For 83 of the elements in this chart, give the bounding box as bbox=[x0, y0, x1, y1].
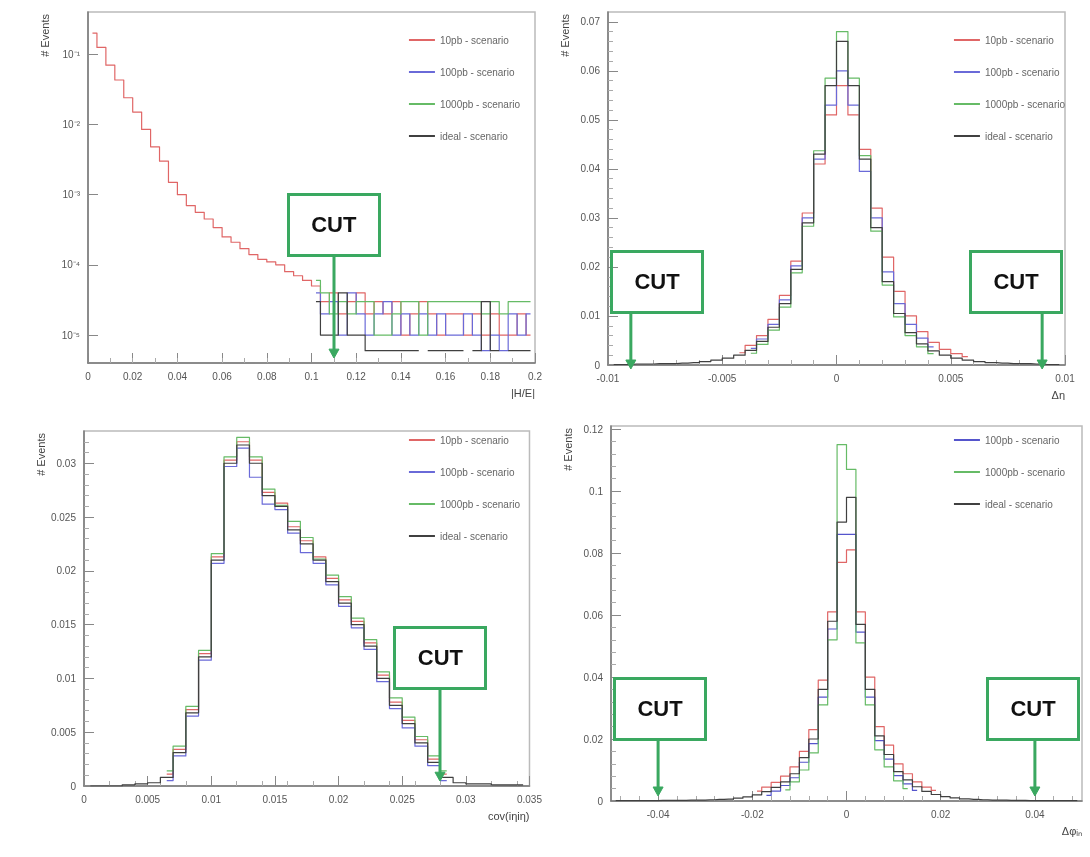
legend-label: ideal - scenario bbox=[984, 498, 1054, 510]
y-axis-title: # Events bbox=[561, 427, 574, 471]
x-tick-label: 0.01 bbox=[201, 793, 222, 805]
legend-label: 100pb - scenario bbox=[439, 66, 515, 78]
x-tick-label: 0.025 bbox=[389, 793, 416, 805]
x-tick-label: 0.16 bbox=[435, 370, 456, 382]
x-tick-label: 0.02 bbox=[122, 370, 143, 382]
ref-line-label: CUT bbox=[1009, 696, 1057, 722]
y-tick-label: 0 bbox=[70, 780, 77, 792]
x-tick-label: 0.06 bbox=[212, 370, 233, 382]
legend-label: 1000pb - scenario bbox=[439, 98, 521, 110]
y-tick-label: 0.02 bbox=[583, 733, 604, 745]
y-tick-label: 0.04 bbox=[583, 671, 604, 683]
y-tick-label: 0.06 bbox=[580, 65, 601, 77]
x-tick-label: 0.2 bbox=[528, 370, 543, 382]
y-tick-label: 0.01 bbox=[580, 310, 601, 322]
y-axis-title: # Events bbox=[34, 432, 47, 476]
x-tick-label: 0.18 bbox=[480, 370, 501, 382]
x-tick-label: -0.01 bbox=[596, 372, 620, 384]
y-tick-label: 0.02 bbox=[580, 261, 601, 273]
y-tick-label: 0.02 bbox=[56, 565, 77, 577]
ref-line-label: CUT bbox=[992, 269, 1040, 295]
x-tick-label: 0.005 bbox=[938, 372, 964, 384]
x-tick-label: 0.1 bbox=[304, 370, 319, 382]
y-axis-title: # Events bbox=[38, 13, 51, 57]
y-tick-label: 0.05 bbox=[580, 114, 601, 126]
x-tick-label: 0 bbox=[85, 370, 92, 382]
x-tick-label: 0 bbox=[833, 372, 840, 384]
x-tick-label: 0.03 bbox=[456, 793, 477, 805]
legend-label: ideal - scenario bbox=[439, 130, 509, 142]
legend-label: 100pb - scenario bbox=[439, 466, 515, 478]
x-tick-label: 0.08 bbox=[257, 370, 277, 382]
y-tick-label: 10⁻⁵ bbox=[61, 329, 80, 341]
x-tick-label: 0.01 bbox=[1055, 372, 1076, 384]
legend-label: 1000pb - scenario bbox=[984, 466, 1066, 478]
y-tick-label: 0.005 bbox=[50, 726, 77, 738]
ref-line-label: CUT bbox=[633, 269, 681, 295]
legend-label: 1000pb - scenario bbox=[984, 98, 1066, 110]
x-tick-label: 0.14 bbox=[391, 370, 412, 382]
y-tick-label: 0.025 bbox=[50, 511, 77, 523]
legend-label: ideal - scenario bbox=[984, 130, 1054, 142]
y-tick-label: 0.03 bbox=[580, 212, 601, 224]
x-tick-label: -0.02 bbox=[740, 808, 765, 820]
ref-line-label: CUT bbox=[636, 696, 684, 722]
x-tick-label: -0.005 bbox=[708, 372, 737, 384]
legend-label: ideal - scenario bbox=[439, 530, 509, 542]
x-axis-title: cov(iηiη) bbox=[487, 809, 530, 822]
y-tick-label: 0.015 bbox=[50, 619, 77, 631]
y-tick-label: 0.12 bbox=[583, 423, 604, 435]
y-tick-label: 10⁻⁴ bbox=[61, 259, 80, 271]
x-axis-title: Δη bbox=[1051, 388, 1065, 401]
x-tick-label: 0.02 bbox=[930, 808, 951, 820]
x-axis-title: Δφᵢₙ bbox=[1061, 824, 1082, 837]
x-tick-label: 0.035 bbox=[516, 793, 543, 805]
y-tick-label: 0.07 bbox=[580, 16, 601, 28]
legend-label: 10pb - scenario bbox=[439, 434, 510, 446]
x-tick-label: 0.04 bbox=[167, 370, 188, 382]
x-tick-label: 0.02 bbox=[328, 793, 349, 805]
y-tick-label: 0.08 bbox=[583, 547, 604, 559]
x-tick-label: 0.04 bbox=[1025, 808, 1046, 820]
x-axis-title: |H/E| bbox=[510, 386, 535, 399]
legend-label: 1000pb - scenario bbox=[439, 498, 521, 510]
y-tick-label: 10⁻¹ bbox=[62, 48, 81, 60]
legend-label: 100pb - scenario bbox=[984, 66, 1060, 78]
x-tick-label: 0.12 bbox=[346, 370, 367, 382]
y-tick-label: 0.03 bbox=[56, 457, 77, 469]
legend-label: 10pb - scenario bbox=[984, 34, 1055, 46]
legend-label: 10pb - scenario bbox=[439, 34, 510, 46]
y-tick-label: 10⁻³ bbox=[62, 189, 81, 201]
ref-line-label: CUT bbox=[310, 211, 358, 238]
y-tick-label: 0 bbox=[594, 359, 601, 371]
y-tick-label: 0.06 bbox=[583, 609, 604, 621]
y-tick-label: 0.04 bbox=[580, 163, 601, 175]
x-tick-label: 0.015 bbox=[262, 793, 288, 805]
y-tick-label: 0.01 bbox=[56, 672, 77, 684]
x-tick-label: 0 bbox=[843, 808, 850, 820]
y-tick-label: 0.1 bbox=[589, 485, 604, 497]
ref-line-label: CUT bbox=[416, 644, 464, 671]
legend-label: 100pb - scenario bbox=[984, 434, 1060, 446]
x-tick-label: 0.005 bbox=[135, 793, 161, 805]
x-tick-label: -0.04 bbox=[646, 808, 670, 820]
y-axis-title: # Events bbox=[558, 13, 571, 57]
y-tick-label: 10⁻² bbox=[62, 118, 81, 130]
